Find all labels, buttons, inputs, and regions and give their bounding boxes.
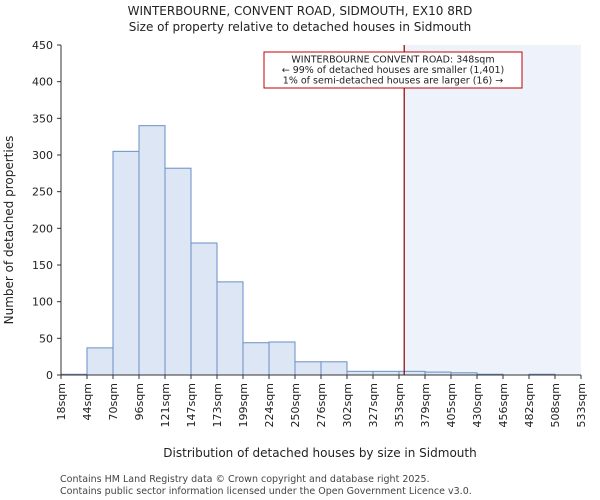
bar-70sqm: [112, 150, 140, 376]
y-tick-label-250: 250: [32, 186, 53, 199]
bar-250sqm: [294, 361, 322, 376]
x-tick-label-276sqm: 276sqm: [315, 383, 328, 427]
x-tick-label-18sqm: 18sqm: [55, 383, 68, 420]
x-tick-label-173sqm: 173sqm: [211, 383, 224, 427]
y-tick-label-300: 300: [32, 149, 53, 162]
footer-line2: Contains public sector information licen…: [60, 486, 472, 497]
footer-line1: Contains HM Land Registry data © Crown c…: [60, 474, 430, 485]
annotation-line3: 1% of semi-detached houses are larger (1…: [283, 76, 503, 87]
chart-title-line1: WINTERBOURNE, CONVENT ROAD, SIDMOUTH, EX…: [128, 4, 473, 18]
bar-147sqm: [190, 242, 218, 376]
y-tick-label-450: 450: [32, 39, 53, 52]
x-tick-label-482sqm: 482sqm: [523, 383, 536, 427]
x-tick-label-224sqm: 224sqm: [263, 383, 276, 427]
x-axis-label: Distribution of detached houses by size …: [163, 446, 476, 460]
bar-327sqm: [372, 370, 400, 376]
x-tick-label-456sqm: 456sqm: [497, 383, 510, 427]
y-tick-label-150: 150: [32, 259, 53, 272]
x-tick-label-405sqm: 405sqm: [445, 383, 458, 427]
x-tick-label-250sqm: 250sqm: [289, 383, 302, 427]
annotation-line1: WINTERBOURNE CONVENT ROAD: 348sqm: [291, 55, 494, 66]
x-tick-label-353sqm: 353sqm: [393, 383, 406, 427]
bar-199sqm: [242, 342, 270, 376]
bar-302sqm: [346, 370, 374, 376]
y-tick-label-0: 0: [46, 369, 53, 382]
bar-224sqm: [268, 341, 296, 376]
x-tick-label-121sqm: 121sqm: [159, 383, 172, 427]
x-tick-label-379sqm: 379sqm: [419, 383, 432, 427]
chart-title-line2: Size of property relative to detached ho…: [129, 20, 472, 34]
bar-121sqm: [164, 167, 192, 376]
annotation-border: [263, 51, 523, 89]
bar-173sqm: [216, 281, 244, 376]
annotation-box: WINTERBOURNE CONVENT ROAD: 348sqm ← 99% …: [263, 51, 523, 89]
x-tick-label-44sqm: 44sqm: [81, 383, 94, 420]
y-axis-label: Number of detached properties: [2, 136, 16, 325]
x-tick-label-199sqm: 199sqm: [237, 383, 250, 427]
x-tick-label-327sqm: 327sqm: [367, 383, 380, 427]
y-tick-label-400: 400: [32, 76, 53, 89]
x-tick-label-533sqm: 533sqm: [575, 383, 588, 427]
x-tick-label-147sqm: 147sqm: [185, 383, 198, 427]
x-tick-label-302sqm: 302sqm: [341, 383, 354, 427]
x-tick-label-70sqm: 70sqm: [107, 383, 120, 420]
x-tick-label-96sqm: 96sqm: [133, 383, 146, 420]
x-tick-label-508sqm: 508sqm: [549, 383, 562, 427]
x-tick-label-430sqm: 430sqm: [471, 383, 484, 427]
y-tick-label-50: 50: [39, 332, 53, 345]
annotation-line2: ← 99% of detached houses are smaller (1,…: [282, 65, 505, 76]
y-tick-label-100: 100: [32, 296, 53, 309]
bar-44sqm: [86, 347, 114, 376]
bar-353sqm: [398, 370, 426, 376]
y-tick-label-350: 350: [32, 112, 53, 125]
bar-276sqm: [320, 361, 348, 376]
highlight-region: [404, 45, 581, 375]
y-tick-label-200: 200: [32, 222, 53, 235]
bar-96sqm: [138, 125, 166, 376]
